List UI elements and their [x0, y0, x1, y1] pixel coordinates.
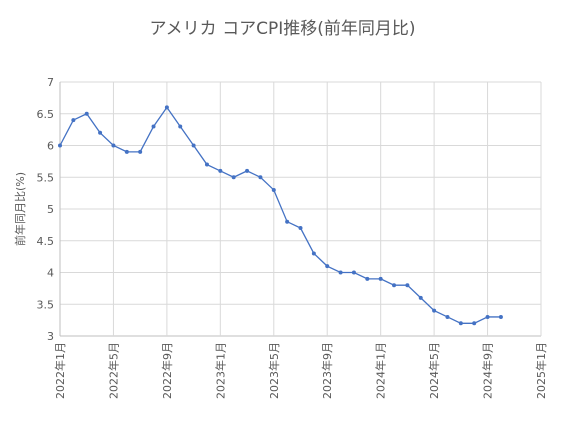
chart-title: アメリカ コアCPI推移(前年同月比) — [149, 19, 416, 39]
data-point — [204, 162, 209, 167]
y-tick-label: 7 — [47, 76, 54, 89]
data-point — [298, 226, 303, 231]
data-point — [245, 168, 250, 173]
data-point — [325, 264, 330, 269]
x-tick-labels: 2022年1月 2022年5月 2022年9月 2023年1月 2023年5月 2023年… — [53, 342, 548, 399]
data-point — [111, 143, 116, 148]
data-point — [178, 124, 183, 129]
x-tick-label: 2022年1月 — [53, 342, 67, 399]
data-point — [378, 276, 383, 281]
x-tick-label: 2022年9月 — [160, 342, 174, 399]
x-tick-label: 2024年1月 — [374, 342, 388, 399]
data-point — [418, 295, 423, 300]
data-point — [151, 124, 156, 129]
data-point — [258, 175, 263, 180]
y-tick-label: 5.5 — [37, 171, 55, 184]
data-point — [485, 314, 490, 319]
y-tick-label: 4.5 — [37, 235, 55, 248]
x-tick-label: 2025年1月 — [534, 342, 548, 399]
data-point — [271, 187, 276, 192]
x-tick-label: 2023年1月 — [213, 342, 227, 399]
data-point — [285, 219, 290, 224]
series-core-cpi — [58, 105, 503, 326]
data-point — [98, 130, 103, 135]
data-point — [458, 321, 463, 326]
gridlines — [59, 81, 542, 337]
x-tick-label: 2023年5月 — [267, 342, 281, 399]
data-point — [71, 118, 76, 123]
y-tick-label: 4 — [47, 267, 54, 280]
y-tick-label: 6 — [47, 140, 54, 153]
y-axis-label: 前年同月比(%) — [13, 172, 27, 246]
data-point — [191, 143, 196, 148]
data-point — [311, 251, 316, 256]
data-point — [405, 283, 410, 288]
y-tick-label: 6.5 — [37, 108, 55, 121]
x-tick-label: 2024年9月 — [481, 342, 495, 399]
x-tick-label: 2024年5月 — [427, 342, 441, 399]
y-tick-label: 3.5 — [37, 298, 55, 311]
x-tick-label: 2023年9月 — [320, 342, 334, 399]
y-tick-labels: 3 3.5 4 4.5 5 5.5 6 6.5 7 — [37, 76, 55, 343]
data-point — [338, 270, 343, 275]
y-tick-label: 3 — [47, 330, 54, 343]
data-point — [124, 149, 129, 154]
series-line — [59, 106, 501, 324]
data-point — [164, 105, 169, 110]
data-point — [84, 111, 89, 116]
data-point — [432, 308, 437, 313]
data-point — [138, 149, 143, 154]
y-tick-label: 5 — [47, 203, 54, 216]
data-point — [218, 168, 223, 173]
data-point — [498, 314, 503, 319]
data-point — [392, 283, 397, 288]
data-point — [58, 143, 62, 148]
data-point — [351, 270, 356, 275]
data-point — [445, 314, 450, 319]
data-point — [472, 321, 477, 326]
x-tick-label: 2022年5月 — [106, 342, 120, 399]
data-point — [231, 175, 236, 180]
data-point — [365, 276, 370, 281]
